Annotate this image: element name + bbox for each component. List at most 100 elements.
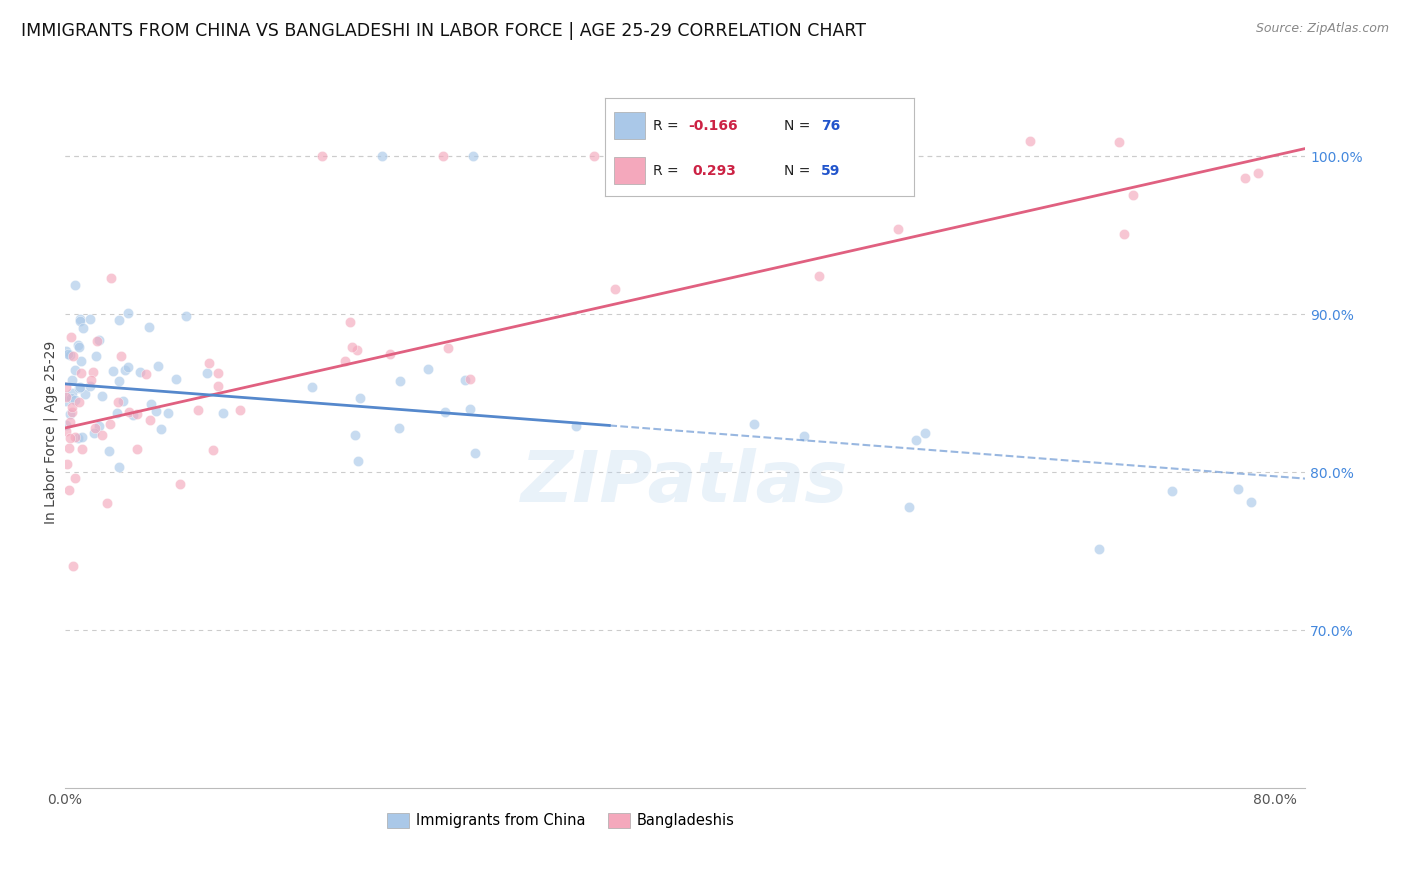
Bangladeshis — [1112, 227, 1135, 241]
Immigrants from China — [117, 306, 139, 320]
Immigrants from China — [148, 359, 170, 373]
Immigrants from China — [59, 391, 82, 405]
Immigrants from China — [63, 277, 86, 292]
Immigrants from China — [97, 444, 120, 458]
Text: Source: ZipAtlas.com: Source: ZipAtlas.com — [1256, 22, 1389, 36]
Bangladeshis — [807, 269, 830, 284]
Bangladeshis — [186, 403, 208, 417]
Bangladeshis — [432, 149, 454, 163]
Bangladeshis — [60, 329, 83, 343]
Immigrants from China — [87, 333, 110, 347]
Immigrants from China — [67, 339, 90, 353]
Bangladeshis — [58, 483, 80, 497]
Bangladeshis — [887, 222, 910, 236]
Immigrants from China — [349, 392, 371, 406]
Bangladeshis — [437, 341, 460, 355]
Immigrants from China — [150, 422, 173, 436]
Immigrants from China — [114, 363, 136, 377]
Text: N =: N = — [785, 119, 814, 133]
Immigrants from China — [112, 394, 135, 409]
Immigrants from China — [898, 500, 921, 515]
Immigrants from China — [433, 405, 456, 419]
Immigrants from China — [83, 425, 105, 440]
Immigrants from China — [55, 344, 77, 359]
Bangladeshis — [80, 373, 103, 387]
Bangladeshis — [83, 421, 105, 435]
Bangladeshis — [110, 349, 132, 363]
Immigrants from China — [195, 366, 218, 380]
Immigrants from China — [458, 402, 481, 417]
Bangladeshis — [207, 366, 229, 380]
Immigrants from China — [108, 459, 131, 474]
Immigrants from China — [742, 417, 765, 431]
Immigrants from China — [157, 406, 180, 420]
Bangladeshis — [605, 282, 627, 296]
Immigrants from China — [565, 419, 588, 434]
Text: 76: 76 — [821, 119, 841, 133]
Text: ZIPatlas: ZIPatlas — [522, 448, 849, 517]
Bangladeshis — [458, 372, 481, 386]
Bangladeshis — [55, 390, 77, 404]
Immigrants from China — [1226, 483, 1249, 497]
Text: 59: 59 — [821, 164, 841, 178]
Bangladeshis — [63, 430, 86, 444]
Immigrants from China — [464, 445, 486, 459]
Bangladeshis — [59, 431, 82, 445]
Bangladeshis — [125, 407, 148, 421]
FancyBboxPatch shape — [614, 112, 645, 139]
Immigrants from China — [67, 381, 90, 395]
Bangladeshis — [62, 558, 84, 573]
FancyBboxPatch shape — [614, 157, 645, 185]
Immigrants from China — [1160, 484, 1182, 499]
Immigrants from China — [141, 397, 163, 411]
Legend: Immigrants from China, Bangladeshis: Immigrants from China, Bangladeshis — [381, 807, 741, 834]
Bangladeshis — [100, 270, 122, 285]
Bangladeshis — [62, 349, 84, 363]
Bangladeshis — [60, 401, 83, 415]
Immigrants from China — [69, 311, 91, 326]
Bangladeshis — [82, 365, 104, 379]
Immigrants from China — [55, 393, 77, 408]
Immigrants from China — [388, 374, 411, 388]
Immigrants from China — [87, 418, 110, 433]
Text: R =: R = — [652, 164, 688, 178]
Bangladeshis — [98, 417, 121, 431]
Immigrants from China — [56, 347, 79, 361]
Immigrants from China — [388, 421, 411, 435]
Bangladeshis — [56, 457, 79, 471]
Immigrants from China — [72, 321, 94, 335]
Bangladeshis — [1233, 171, 1256, 186]
Immigrants from China — [301, 380, 323, 394]
Immigrants from China — [66, 431, 89, 445]
Bangladeshis — [59, 415, 82, 429]
Bangladeshis — [201, 442, 224, 457]
Immigrants from China — [145, 404, 167, 418]
Text: IMMIGRANTS FROM CHINA VS BANGLADESHI IN LABOR FORCE | AGE 25-29 CORRELATION CHAR: IMMIGRANTS FROM CHINA VS BANGLADESHI IN … — [21, 22, 866, 40]
Immigrants from China — [1088, 542, 1111, 557]
Immigrants from China — [793, 429, 815, 443]
Immigrants from China — [174, 309, 197, 323]
Immigrants from China — [904, 433, 927, 447]
Immigrants from China — [63, 392, 86, 407]
Bangladeshis — [55, 424, 77, 438]
Immigrants from China — [60, 386, 83, 401]
Bangladeshis — [1247, 166, 1270, 180]
Bangladeshis — [58, 441, 80, 455]
Text: N =: N = — [785, 164, 814, 178]
Immigrants from China — [914, 425, 936, 440]
Immigrants from China — [70, 354, 93, 368]
Immigrants from China — [55, 417, 77, 432]
Immigrants from China — [165, 372, 187, 386]
Bangladeshis — [63, 471, 86, 485]
Immigrants from China — [70, 430, 93, 444]
Immigrants from China — [105, 406, 128, 420]
Text: -0.166: -0.166 — [688, 119, 738, 133]
Immigrants from China — [75, 387, 97, 401]
Immigrants from China — [138, 320, 160, 334]
Immigrants from China — [108, 313, 131, 327]
Bangladeshis — [1122, 187, 1144, 202]
Y-axis label: In Labor Force | Age 25-29: In Labor Force | Age 25-29 — [44, 341, 58, 524]
Bangladeshis — [90, 428, 112, 442]
Bangladeshis — [333, 353, 356, 368]
Bangladeshis — [311, 149, 333, 163]
